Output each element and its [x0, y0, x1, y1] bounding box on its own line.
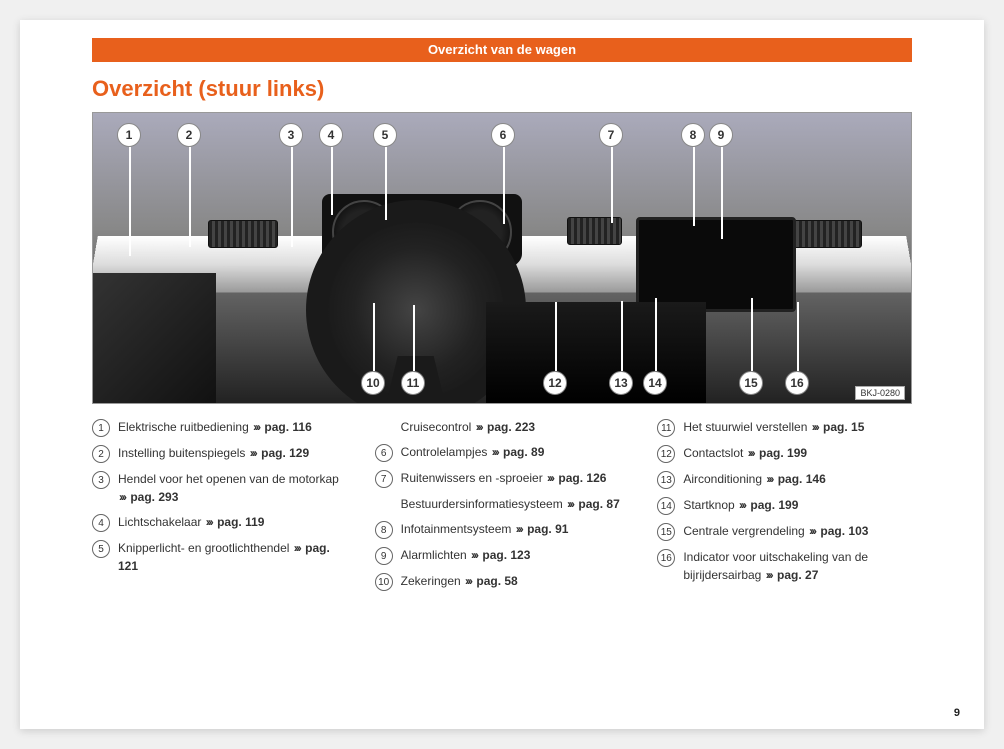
legend-number: 3: [92, 471, 110, 489]
callout-9: 9: [709, 123, 733, 147]
legend-number: 15: [657, 523, 675, 541]
callout-12: 12: [543, 371, 567, 395]
legend-number: 7: [375, 470, 393, 488]
legend-text: Airconditioning ››› pag. 146: [683, 470, 912, 488]
legend-number: 13: [657, 471, 675, 489]
callout-10: 10: [361, 371, 385, 395]
legend-item: 7 Ruitenwissers en -sproeier ››› pag. 126: [375, 469, 630, 488]
legend-item: 10 Zekeringen ››› pag. 58: [375, 572, 630, 591]
legend-text: Instelling buitenspiegels ››› pag. 129: [118, 444, 347, 462]
legend-text: Elektrische ruitbediening ››› pag. 116: [118, 418, 347, 436]
legend-item: 11 Het stuurwiel verstellen ››› pag. 15: [657, 418, 912, 437]
callout-4: 4: [319, 123, 343, 147]
callout-11: 11: [401, 371, 425, 395]
leader-line: [751, 298, 753, 371]
leader-line: [611, 147, 613, 223]
callout-16: 16: [785, 371, 809, 395]
leader-line: [129, 147, 131, 256]
callout-1: 1: [117, 123, 141, 147]
leader-line: [413, 305, 415, 371]
leader-line: [797, 302, 799, 371]
callout-8: 8: [681, 123, 705, 147]
callout-5: 5: [373, 123, 397, 147]
leader-line: [385, 147, 387, 220]
legend-text: Knipperlicht- en grootlichthendel ››› pa…: [118, 539, 347, 575]
legend-number: 5: [92, 540, 110, 558]
legend-item: 12 Contactslot ››› pag. 199: [657, 444, 912, 463]
legend-item: 6 Controlelampjes ››› pag. 89: [375, 443, 630, 462]
page-title: Overzicht (stuur links): [92, 76, 324, 102]
callout-6: 6: [491, 123, 515, 147]
legend-item: 16 Indicator voor uitschakeling van de bi…: [657, 548, 912, 584]
legend-item: 5 Knipperlicht- en grootlichthendel ››› p…: [92, 539, 347, 575]
leader-line: [373, 303, 375, 371]
legend-text: Infotainmentsysteem ››› pag. 91: [401, 520, 630, 538]
legend-number: 4: [92, 514, 110, 532]
leader-line: [291, 147, 293, 247]
section-header: Overzicht van de wagen: [92, 38, 912, 62]
legend-item: 9 Alarmlichten ››› pag. 123: [375, 546, 630, 565]
leader-line: [655, 298, 657, 371]
leader-line: [331, 147, 333, 215]
leader-line: [721, 147, 723, 239]
legend-text: Het stuurwiel verstellen ››› pag. 15: [683, 418, 912, 436]
legend-text: Bestuurdersinformatiesysteem ››› pag. 87: [401, 495, 630, 513]
legend-text: Controlelampjes ››› pag. 89: [401, 443, 630, 461]
legend-item: Bestuurdersinformatiesysteem ››› pag. 87: [375, 495, 630, 513]
legend-item: 2 Instelling buitenspiegels ››› pag. 129: [92, 444, 347, 463]
legend-text: Contactslot ››› pag. 199: [683, 444, 912, 462]
legend-text: Alarmlichten ››› pag. 123: [401, 546, 630, 564]
legend-number: 6: [375, 444, 393, 462]
figure-code: BKJ-0280: [855, 386, 905, 400]
leader-line: [621, 301, 623, 371]
legend-number: 16: [657, 549, 675, 567]
legend-number: 2: [92, 445, 110, 463]
dashboard-figure: BKJ-0280 12345678910111213141516: [92, 112, 912, 404]
legend-number: 10: [375, 573, 393, 591]
manual-page: Overzicht van de wagen Overzicht (stuur …: [20, 20, 984, 729]
legend-text: Ruitenwissers en -sproeier ››› pag. 126: [401, 469, 630, 487]
callout-3: 3: [279, 123, 303, 147]
legend-text: Indicator voor uitschakeling van de bijr…: [683, 548, 912, 584]
legend-number: 9: [375, 547, 393, 565]
legend-number: 11: [657, 419, 675, 437]
dashboard-illustration: [93, 113, 911, 403]
legend-number: 1: [92, 419, 110, 437]
legend-item: 14 Startknop ››› pag. 199: [657, 496, 912, 515]
callout-14: 14: [643, 371, 667, 395]
legend-item: 8 Infotainmentsysteem ››› pag. 91: [375, 520, 630, 539]
legend-number: 8: [375, 521, 393, 539]
leader-line: [555, 302, 557, 371]
legend-list: 1 Elektrische ruitbediening ››› pag. 116 2…: [92, 418, 912, 701]
legend-item: 3 Hendel voor het openen van de motorkap …: [92, 470, 347, 506]
leader-line: [503, 147, 505, 224]
legend-item: 15 Centrale vergrendeling ››› pag. 103: [657, 522, 912, 541]
legend-text: Lichtschakelaar ››› pag. 119: [118, 513, 347, 531]
leader-line: [189, 147, 191, 247]
leader-line: [693, 147, 695, 226]
callout-15: 15: [739, 371, 763, 395]
callout-7: 7: [599, 123, 623, 147]
legend-item: 1 Elektrische ruitbediening ››› pag. 116: [92, 418, 347, 437]
legend-text: Cruisecontrol ››› pag. 223: [401, 418, 630, 436]
legend-text: Centrale vergrendeling ››› pag. 103: [683, 522, 912, 540]
legend-item: 13 Airconditioning ››› pag. 146: [657, 470, 912, 489]
callout-2: 2: [177, 123, 201, 147]
callout-13: 13: [609, 371, 633, 395]
legend-text: Startknop ››› pag. 199: [683, 496, 912, 514]
legend-text: Zekeringen ››› pag. 58: [401, 572, 630, 590]
legend-number: 12: [657, 445, 675, 463]
legend-item: 4 Lichtschakelaar ››› pag. 119: [92, 513, 347, 532]
legend-item: Cruisecontrol ››› pag. 223: [375, 418, 630, 436]
legend-number: 14: [657, 497, 675, 515]
legend-text: Hendel voor het openen van de motorkap ›…: [118, 470, 347, 506]
